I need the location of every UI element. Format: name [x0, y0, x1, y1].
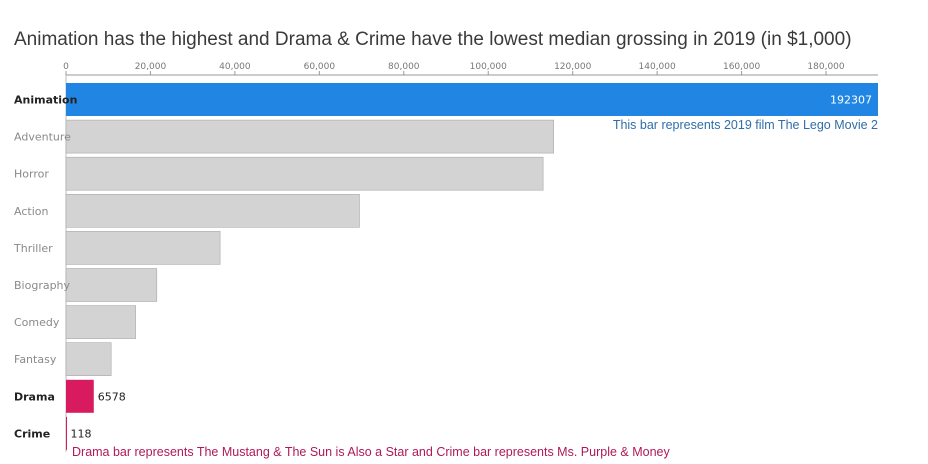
x-tick-label: 60,000: [304, 62, 336, 72]
category-label: Fantasy: [14, 353, 57, 366]
category-label: Action: [14, 205, 48, 218]
category-label: Animation: [14, 94, 77, 107]
category-label: Adventure: [14, 131, 71, 144]
category-label: Horror: [14, 168, 49, 181]
category-label: Comedy: [14, 316, 60, 329]
x-tick-label: 40,000: [219, 62, 251, 72]
bar-horror: [65, 156, 544, 191]
x-tick-label: 180,000: [807, 62, 844, 72]
x-tick-label: 140,000: [639, 62, 676, 72]
x-tick-label: 120,000: [554, 62, 591, 72]
category-label: Drama: [14, 390, 55, 403]
x-tick-label: 0: [63, 62, 69, 72]
value-label: 6578: [98, 390, 126, 403]
bar-comedy: [65, 305, 136, 339]
x-tick-label: 20,000: [135, 62, 167, 72]
bar-drama: [66, 379, 94, 413]
value-label: 192307: [830, 94, 872, 107]
bar-adventure: [65, 119, 554, 154]
bar-fantasy: [65, 342, 112, 377]
x-tick-label: 100,000: [470, 62, 507, 72]
category-label: Crime: [14, 427, 50, 440]
bar-biography: [65, 268, 158, 302]
x-tick-label: 160,000: [723, 62, 760, 72]
bar-animation: [66, 83, 878, 116]
bar-thriller: [65, 231, 221, 265]
category-label: Thriller: [13, 242, 53, 255]
x-tick-label: 80,000: [388, 62, 420, 72]
category-label: Biography: [14, 279, 71, 292]
value-label: 118: [70, 427, 91, 440]
chart-title: Animation has the highest and Drama & Cr…: [14, 29, 852, 50]
bar-action: [65, 194, 360, 228]
annotation-animation: This bar represents 2019 film The Lego M…: [613, 118, 878, 132]
annotation-drama-crime: Drama bar represents The Mustang & The S…: [72, 445, 670, 459]
bar-crime: [66, 416, 67, 450]
